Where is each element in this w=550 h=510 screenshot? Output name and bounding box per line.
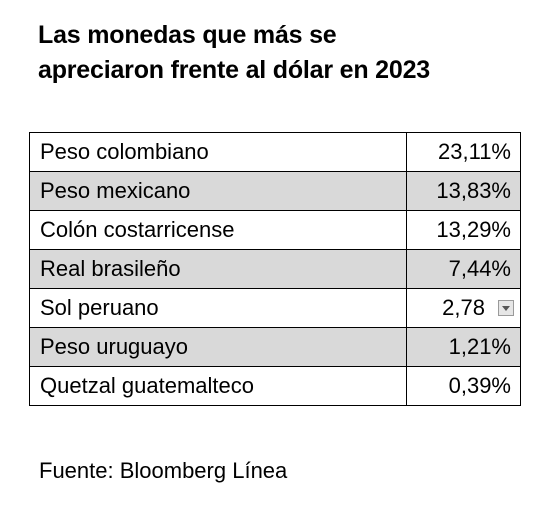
currency-value[interactable]: 13,83% (406, 171, 521, 211)
currency-name[interactable]: Peso colombiano (29, 132, 407, 172)
currency-name[interactable]: Real brasileño (29, 249, 407, 289)
currency-name[interactable]: Quetzal guatemalteco (29, 366, 407, 406)
currency-table: Peso colombiano 23,11% Peso mexicano 13,… (29, 132, 521, 406)
table-row: Sol peruano 2,78 (29, 288, 521, 328)
chart-title-line-2: apreciaron frente al dólar en 2023 (38, 56, 430, 84)
table-row: Real brasileño 7,44% (29, 249, 521, 289)
source-note: Fuente: Bloomberg Línea (39, 458, 288, 483)
table-row: Quetzal guatemalteco 0,39% (29, 366, 521, 406)
chart-title: Las monedas que más se apreciaron frente… (38, 18, 518, 88)
currency-value[interactable]: 2,78 (406, 288, 521, 328)
currency-name[interactable]: Peso mexicano (29, 171, 407, 211)
currency-name[interactable]: Sol peruano (29, 288, 407, 328)
currency-value[interactable]: 23,11% (406, 132, 521, 172)
currency-value[interactable]: 1,21% (406, 327, 521, 367)
table-row: Peso uruguayo 1,21% (29, 327, 521, 367)
table-row: Peso colombiano 23,11% (29, 132, 521, 172)
currency-name[interactable]: Peso uruguayo (29, 327, 407, 367)
chart-title-line-1: Las monedas que más se (38, 21, 337, 49)
currency-value[interactable]: 13,29% (406, 210, 521, 250)
currency-value-text: 2,78 (442, 295, 485, 320)
table-row: Colón costarricense 13,29% (29, 210, 521, 250)
currency-name[interactable]: Colón costarricense (29, 210, 407, 250)
currency-value[interactable]: 0,39% (406, 366, 521, 406)
chevron-down-icon[interactable] (498, 300, 514, 316)
currency-value[interactable]: 7,44% (406, 249, 521, 289)
table-row: Peso mexicano 13,83% (29, 171, 521, 211)
